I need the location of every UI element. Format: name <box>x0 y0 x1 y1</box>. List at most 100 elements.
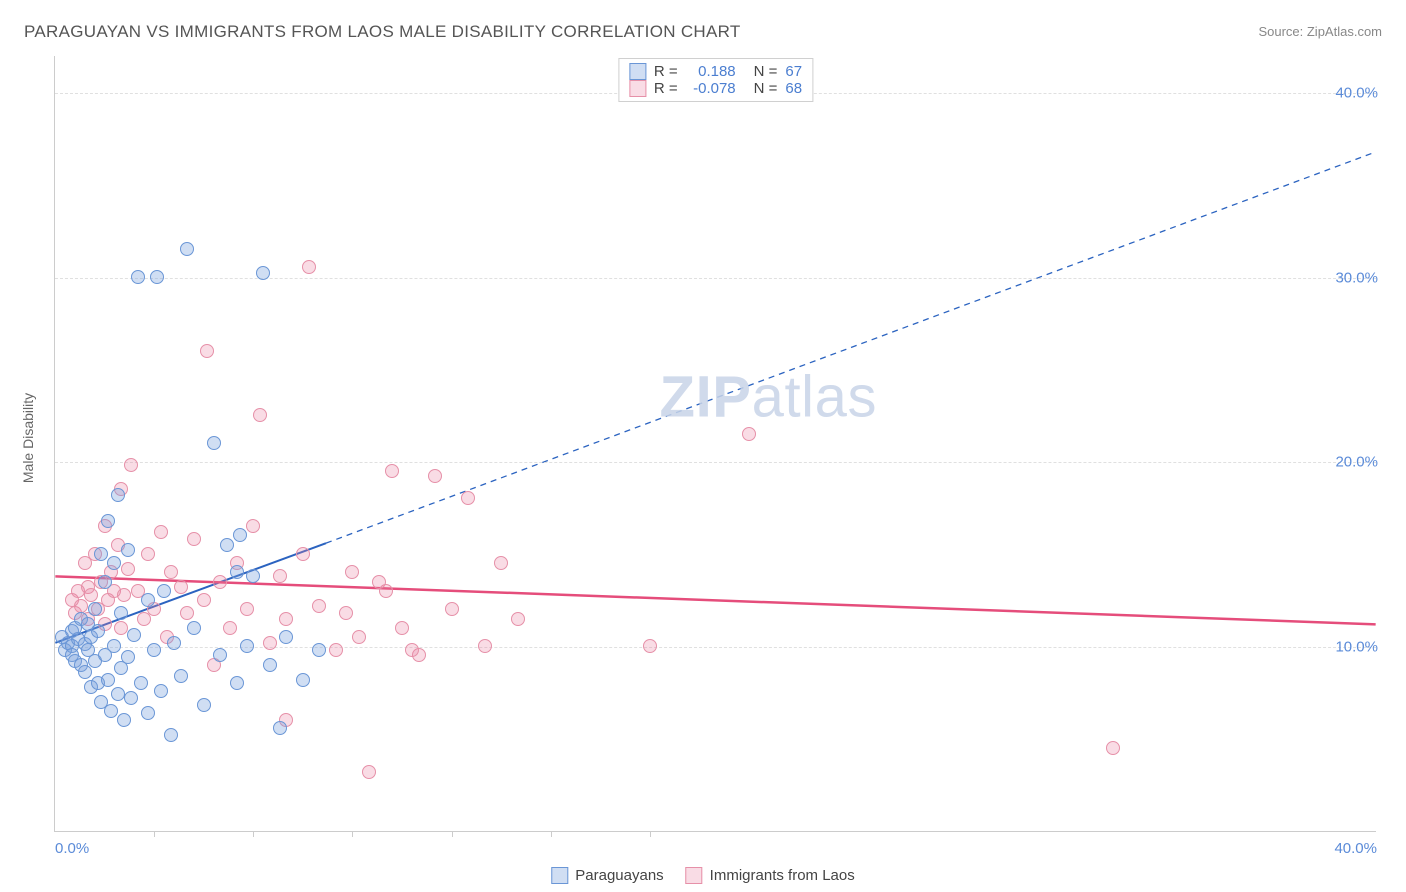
legend-row-laos: R = -0.078 N = 68 <box>629 80 802 97</box>
scatter-point-paraguayans <box>147 643 161 657</box>
scatter-point-paraguayans <box>154 684 168 698</box>
scatter-point-laos <box>742 427 756 441</box>
scatter-point-laos <box>223 621 237 635</box>
r-label: R = <box>654 63 678 80</box>
scatter-point-paraguayans <box>174 669 188 683</box>
series-name-a: Paraguayans <box>575 867 663 884</box>
n-value-b: 68 <box>785 80 802 97</box>
scatter-point-paraguayans <box>141 593 155 607</box>
scatter-point-paraguayans <box>157 584 171 598</box>
scatter-point-laos <box>395 621 409 635</box>
scatter-point-laos <box>141 547 155 561</box>
scatter-point-paraguayans <box>296 673 310 687</box>
scatter-point-paraguayans <box>91 624 105 638</box>
scatter-point-laos <box>494 556 508 570</box>
scatter-point-laos <box>312 599 326 613</box>
scatter-point-paraguayans <box>180 242 194 256</box>
scatter-point-laos <box>154 525 168 539</box>
x-minor-tick <box>253 831 254 837</box>
scatter-point-paraguayans <box>263 658 277 672</box>
scatter-point-laos <box>121 562 135 576</box>
scatter-point-paraguayans <box>230 676 244 690</box>
scatter-point-paraguayans <box>114 606 128 620</box>
x-tick-label: 40.0% <box>1334 840 1377 857</box>
scatter-point-paraguayans <box>273 721 287 735</box>
scatter-point-laos <box>263 636 277 650</box>
r-label: R = <box>654 80 678 97</box>
series-name-b: Immigrants from Laos <box>710 867 855 884</box>
x-minor-tick <box>452 831 453 837</box>
scatter-point-paraguayans <box>131 270 145 284</box>
legend-item-laos: Immigrants from Laos <box>686 867 855 884</box>
scatter-point-laos <box>478 639 492 653</box>
scatter-point-laos <box>114 621 128 635</box>
scatter-point-paraguayans <box>78 665 92 679</box>
scatter-point-paraguayans <box>233 528 247 542</box>
scatter-point-paraguayans <box>121 543 135 557</box>
scatter-point-laos <box>461 491 475 505</box>
scatter-point-paraguayans <box>141 706 155 720</box>
scatter-point-paraguayans <box>230 565 244 579</box>
r-value-b: -0.078 <box>686 80 736 97</box>
scatter-point-paraguayans <box>98 575 112 589</box>
scatter-point-paraguayans <box>101 673 115 687</box>
scatter-point-laos <box>405 643 419 657</box>
scatter-point-laos <box>296 547 310 561</box>
scatter-point-laos <box>124 458 138 472</box>
scatter-point-laos <box>213 575 227 589</box>
regression-lines <box>55 56 1376 831</box>
scatter-point-laos <box>74 599 88 613</box>
n-label: N = <box>754 63 778 80</box>
scatter-point-paraguayans <box>164 728 178 742</box>
scatter-point-paraguayans <box>124 691 138 705</box>
scatter-point-paraguayans <box>134 676 148 690</box>
scatter-point-laos <box>84 588 98 602</box>
scatter-point-laos <box>511 612 525 626</box>
scatter-point-laos <box>1106 741 1120 755</box>
swatch-paraguayans <box>629 63 646 80</box>
scatter-point-laos <box>197 593 211 607</box>
scatter-point-laos <box>246 519 260 533</box>
r-value-a: 0.188 <box>686 63 736 80</box>
scatter-point-laos <box>187 532 201 546</box>
y-tick-label: 20.0% <box>1335 454 1378 471</box>
scatter-point-laos <box>362 765 376 779</box>
scatter-plot-area: ZIPatlas R = 0.188 N = 67 R = -0.078 N =… <box>54 56 1376 832</box>
y-tick-label: 40.0% <box>1335 84 1378 101</box>
series-legend: Paraguayans Immigrants from Laos <box>551 867 854 884</box>
scatter-point-laos <box>117 588 131 602</box>
chart-title: PARAGUAYAN VS IMMIGRANTS FROM LAOS MALE … <box>24 22 741 42</box>
scatter-point-paraguayans <box>246 569 260 583</box>
y-tick-label: 10.0% <box>1335 639 1378 656</box>
scatter-point-paraguayans <box>187 621 201 635</box>
scatter-point-laos <box>445 602 459 616</box>
scatter-point-paraguayans <box>104 704 118 718</box>
x-minor-tick <box>551 831 552 837</box>
swatch-laos <box>629 80 646 97</box>
swatch-laos <box>686 867 703 884</box>
scatter-point-laos <box>339 606 353 620</box>
scatter-point-laos <box>279 612 293 626</box>
n-value-a: 67 <box>785 63 802 80</box>
y-axis-label: Male Disability <box>20 393 36 483</box>
scatter-point-laos <box>200 344 214 358</box>
scatter-point-paraguayans <box>220 538 234 552</box>
correlation-legend: R = 0.188 N = 67 R = -0.078 N = 68 <box>618 58 813 102</box>
scatter-point-laos <box>302 260 316 274</box>
n-label: N = <box>754 80 778 97</box>
scatter-point-paraguayans <box>197 698 211 712</box>
gridline <box>55 278 1376 279</box>
scatter-point-laos <box>428 469 442 483</box>
scatter-point-laos <box>329 643 343 657</box>
scatter-point-paraguayans <box>150 270 164 284</box>
scatter-point-laos <box>273 569 287 583</box>
scatter-point-paraguayans <box>312 643 326 657</box>
scatter-point-paraguayans <box>94 547 108 561</box>
watermark: ZIPatlas <box>660 364 878 431</box>
y-tick-label: 30.0% <box>1335 269 1378 286</box>
legend-row-paraguayans: R = 0.188 N = 67 <box>629 63 802 80</box>
scatter-point-paraguayans <box>88 602 102 616</box>
x-minor-tick <box>154 831 155 837</box>
scatter-point-laos <box>253 408 267 422</box>
scatter-point-laos <box>164 565 178 579</box>
